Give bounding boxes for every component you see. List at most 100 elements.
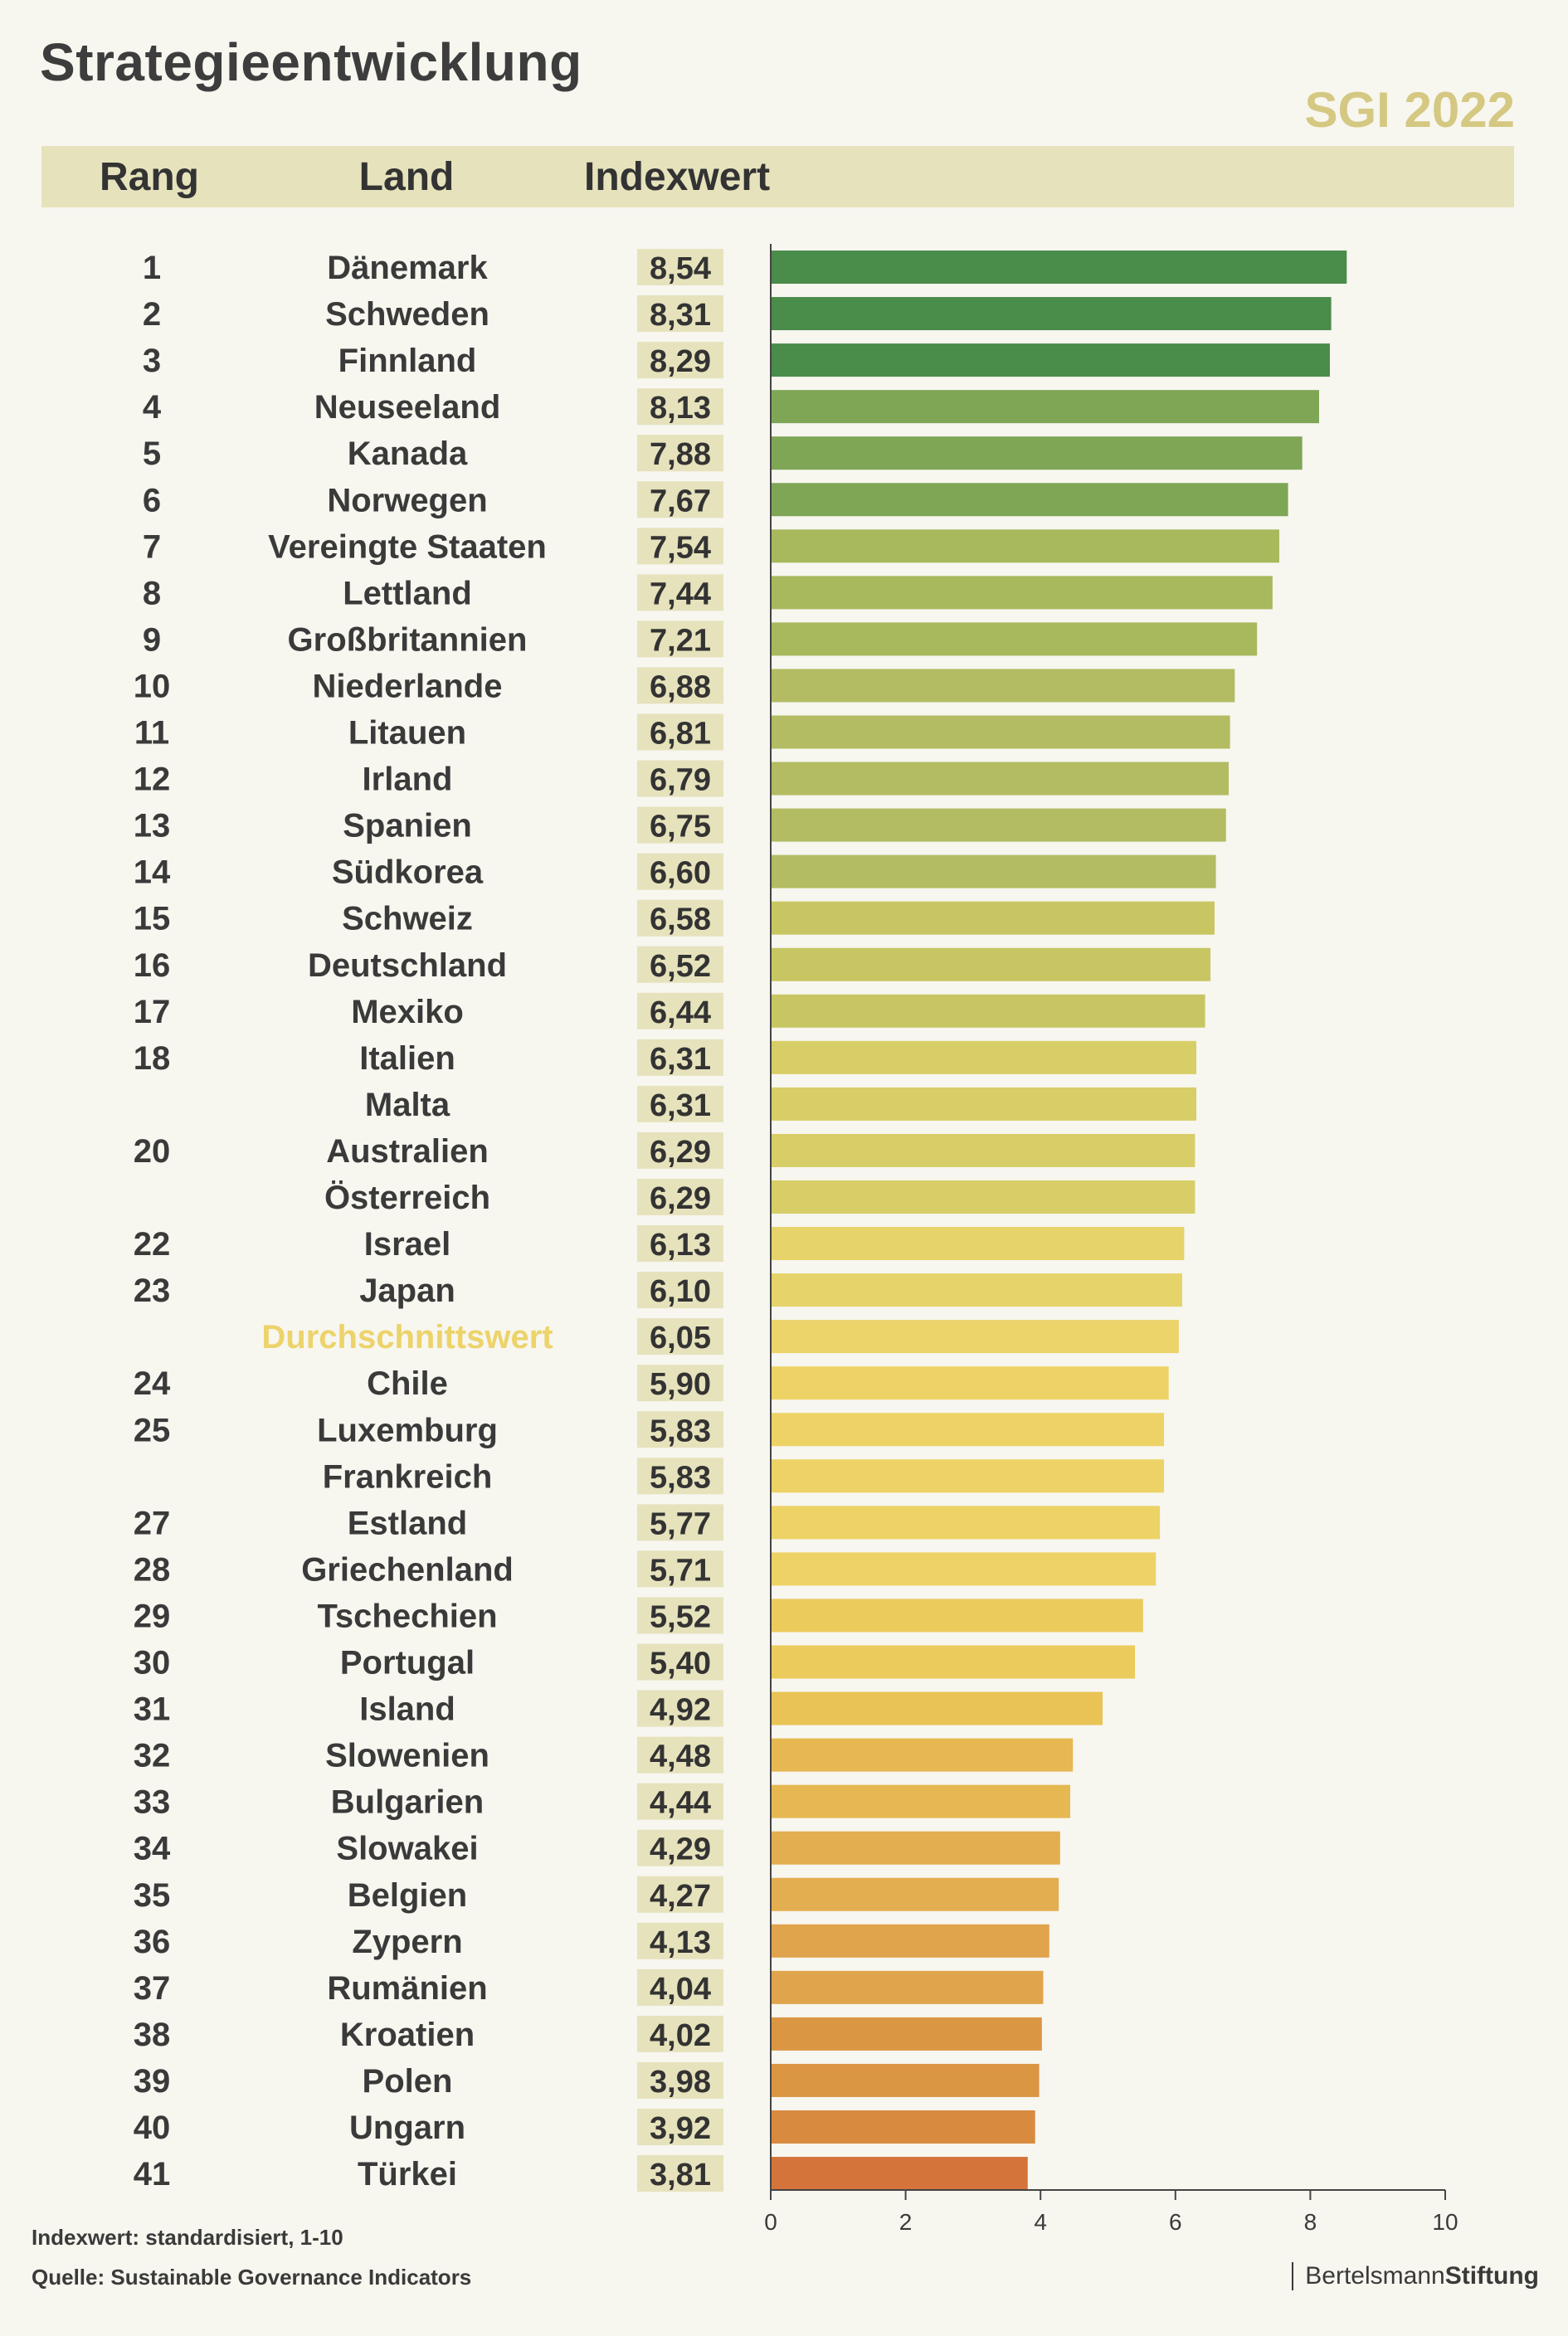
- value-label-bg: [637, 388, 723, 426]
- value-label-bg: [637, 760, 723, 797]
- value-label: 6,52: [650, 949, 711, 984]
- rank-label: 10: [134, 668, 171, 704]
- rank-label: 29: [134, 1598, 171, 1634]
- value-label: 3,98: [650, 2065, 711, 2100]
- value-label: 8,54: [650, 251, 711, 286]
- bar: [771, 1970, 1044, 2004]
- value-label: 5,40: [650, 1647, 711, 1681]
- value-label: 6,29: [650, 1135, 711, 1170]
- value-label: 6,31: [650, 1088, 711, 1123]
- country-label: Spanien: [343, 808, 472, 844]
- value-label: 6,44: [650, 995, 711, 1030]
- value-label-bg: [637, 249, 723, 285]
- value-label-bg: [637, 713, 723, 751]
- country-label: Schweden: [325, 296, 489, 333]
- rank-label: 9: [143, 621, 161, 658]
- bar: [771, 1599, 1143, 1633]
- country-label: Südkorea: [332, 854, 484, 891]
- rank-label: 31: [134, 1691, 171, 1728]
- rank-label: 35: [134, 1877, 171, 1914]
- bar: [771, 1738, 1074, 1772]
- value-label-bg: [637, 1365, 723, 1402]
- value-label: 4,44: [650, 1786, 711, 1821]
- rank-label: 7: [143, 528, 161, 565]
- value-label: 4,27: [650, 1879, 711, 1914]
- value-label-bg: [637, 574, 723, 611]
- value-label: 6,05: [650, 1321, 711, 1355]
- value-label: 4,13: [650, 1925, 711, 1960]
- rank-label: 18: [134, 1040, 171, 1077]
- rank-label: 39: [134, 2063, 171, 2100]
- value-label-bg: [637, 1829, 723, 1866]
- bar: [771, 1413, 1164, 1447]
- value-label: 6,13: [650, 1228, 711, 1263]
- value-label: 5,71: [650, 1553, 711, 1588]
- value-label: 4,48: [650, 1740, 711, 1774]
- value-label: 5,77: [650, 1506, 711, 1541]
- value-label: 6,79: [650, 763, 711, 798]
- country-label: Norwegen: [327, 482, 487, 518]
- rank-label: 12: [134, 762, 171, 798]
- value-label: 4,92: [650, 1693, 711, 1728]
- country-label: Finnland: [338, 343, 477, 379]
- value-label: 5,83: [650, 1414, 711, 1448]
- country-label: Kanada: [348, 436, 468, 472]
- value-label: 6,31: [650, 1042, 711, 1077]
- value-label-bg: [637, 1085, 723, 1122]
- value-label-bg: [637, 1458, 723, 1495]
- x-tick-label: 2: [899, 2209, 913, 2235]
- bar: [771, 1459, 1164, 1493]
- rank-label: 28: [134, 1551, 171, 1588]
- chart-title: Strategieentwicklung: [40, 32, 582, 92]
- value-label-bg: [637, 1876, 723, 1913]
- bar: [771, 1877, 1059, 1911]
- country-label: Großbritannien: [288, 621, 528, 658]
- footnote-scale: Indexwert: standardisiert, 1-10: [32, 2225, 343, 2250]
- value-label-bg: [637, 528, 723, 565]
- value-label: 4,02: [650, 2018, 711, 2053]
- x-tick-label: 10: [1432, 2209, 1458, 2235]
- value-label-bg: [637, 620, 723, 658]
- bar: [771, 947, 1211, 981]
- country-label: Türkei: [358, 2156, 457, 2192]
- value-label-bg: [637, 992, 723, 1029]
- country-label: Bulgarien: [331, 1784, 484, 1821]
- value-label: 6,75: [650, 810, 711, 844]
- rank-label: 13: [134, 808, 171, 844]
- country-label: Japan: [359, 1273, 455, 1309]
- value-label-bg: [637, 1318, 723, 1355]
- bar: [771, 669, 1235, 703]
- footnote-source: Quelle: Sustainable Governance Indicator…: [32, 2265, 472, 2290]
- value-label: 6,29: [650, 1181, 711, 1216]
- value-label-bg: [637, 2155, 723, 2192]
- country-label: Belgien: [348, 1877, 467, 1914]
- rank-label: 22: [134, 1226, 171, 1263]
- value-label-bg: [637, 2109, 723, 2145]
- rank-label: 24: [134, 1365, 171, 1402]
- country-label: Dänemark: [327, 250, 488, 286]
- bar: [771, 1133, 1195, 1167]
- country-label: Island: [359, 1691, 455, 1728]
- value-label-bg: [637, 806, 723, 844]
- bar: [771, 1366, 1169, 1400]
- x-tick-label: 4: [1034, 2209, 1047, 2235]
- bar: [771, 2157, 1028, 2191]
- bar: [771, 2063, 1040, 2097]
- country-label: Lettland: [343, 575, 472, 611]
- bar: [771, 1506, 1161, 1540]
- value-label-bg: [637, 2015, 723, 2052]
- value-label: 6,60: [650, 856, 711, 891]
- rank-label: 2: [143, 296, 161, 333]
- x-tick-label: 8: [1304, 2209, 1317, 2235]
- country-label: Vereingte Staaten: [268, 528, 547, 565]
- rank-label: 1: [143, 250, 161, 286]
- country-label: Schweiz: [342, 901, 473, 937]
- country-label: Frankreich: [323, 1458, 493, 1495]
- bar: [771, 483, 1288, 517]
- rank-label: 11: [134, 715, 169, 752]
- country-label: Polen: [363, 2063, 453, 2100]
- value-label-bg: [637, 1550, 723, 1588]
- rank-label: 4: [143, 389, 162, 426]
- bar: [771, 808, 1226, 842]
- country-label: Estland: [348, 1505, 467, 1541]
